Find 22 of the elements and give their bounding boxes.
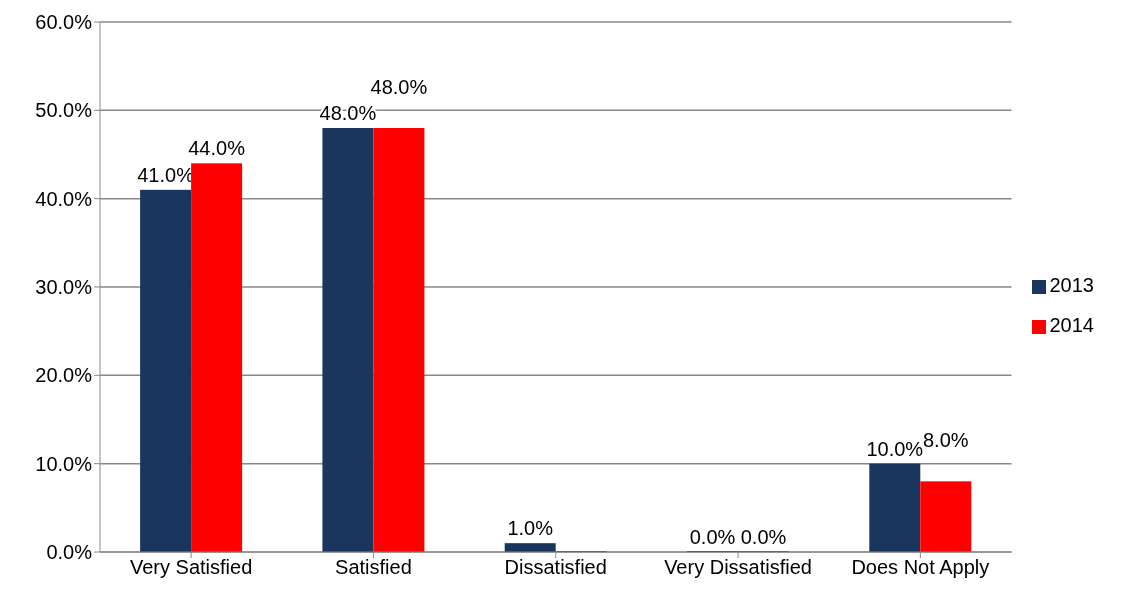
y-tick-label: 30.0% bbox=[35, 276, 93, 299]
data-label: 0.0% bbox=[689, 526, 736, 548]
data-label: 8.0% bbox=[923, 429, 969, 452]
data-label: 48.0% bbox=[319, 102, 377, 124]
x-tick-label: Satisfied bbox=[335, 556, 412, 579]
data-label: 48.0% bbox=[370, 76, 428, 98]
legend-label: 2014 bbox=[1049, 314, 1094, 336]
legend-label: 2013 bbox=[1049, 274, 1094, 296]
data-label: 10.0% bbox=[866, 437, 924, 460]
data-label: 1.0% bbox=[507, 517, 554, 540]
x-tick-label: Dissatisfied bbox=[504, 556, 607, 579]
y-tick-label: 60.0% bbox=[35, 11, 93, 34]
x-tick-label: Does Not Apply bbox=[851, 556, 990, 579]
y-tick-label: 20.0% bbox=[35, 364, 93, 387]
x-tick-label: Very Satisfied bbox=[130, 556, 253, 579]
y-tick-label: 10.0% bbox=[35, 452, 93, 475]
y-tick-label: 50.0% bbox=[35, 99, 93, 122]
y-tick-label: 0.0% bbox=[46, 541, 93, 564]
data-label: 44.0% bbox=[188, 137, 246, 160]
y-tick-label: 40.0% bbox=[35, 187, 93, 210]
x-tick-label: Very Dissatisfied bbox=[664, 556, 812, 579]
data-label: 0.0% bbox=[740, 526, 787, 548]
